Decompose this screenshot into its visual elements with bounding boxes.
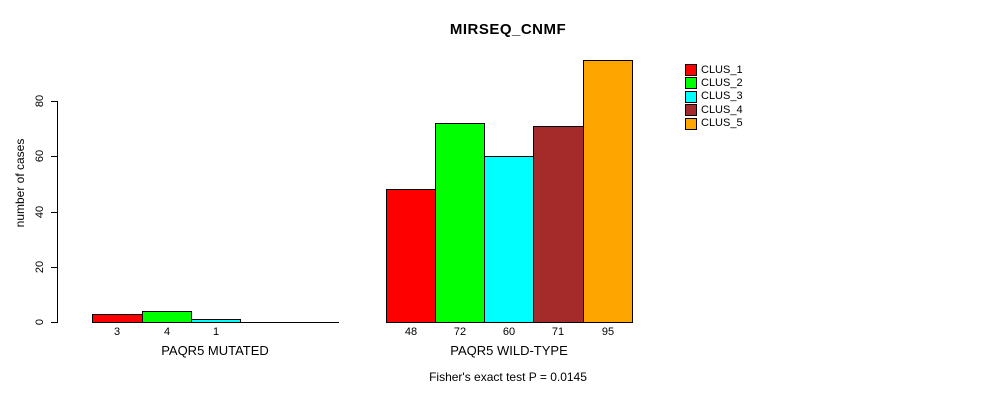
y-tick-label: 20: [34, 260, 46, 274]
y-tick-mark: [51, 267, 57, 268]
bar-value-label: 3: [113, 326, 121, 338]
bar-clus_3: [484, 156, 534, 323]
bar-value-label: 4: [163, 326, 171, 338]
bar-clus_2: [435, 123, 485, 323]
y-tick-mark: [51, 212, 57, 213]
bar-clus_1: [386, 189, 436, 323]
legend-swatch-clus_1: [685, 64, 697, 76]
y-tick-label: 60: [34, 149, 46, 163]
x-group-label: PAQR5 WILD-TYPE: [450, 343, 568, 358]
bar-clus_5: [583, 60, 633, 323]
legend-label: CLUS_5: [701, 117, 743, 129]
y-axis-label: number of cases: [13, 138, 27, 228]
legend-label: CLUS_3: [701, 90, 743, 102]
legend-swatch-clus_2: [685, 77, 697, 89]
bar-value-label: 71: [551, 326, 565, 338]
bar-value-label: 60: [502, 326, 516, 338]
legend-label: CLUS_1: [701, 64, 743, 76]
y-tick-mark: [51, 101, 57, 102]
x-group-label: PAQR5 MUTATED: [161, 343, 269, 358]
bar-value-label: 48: [404, 326, 418, 338]
legend-swatch-clus_5: [685, 118, 697, 130]
bar-clus_2: [142, 311, 192, 323]
legend-label: CLUS_2: [701, 77, 743, 89]
bar-clus_3: [191, 319, 241, 323]
bar-value-label: 95: [601, 326, 615, 338]
bar-value-label: 72: [453, 326, 467, 338]
legend-swatch-clus_4: [685, 104, 697, 116]
bar-clus_4: [533, 126, 584, 323]
legend-label: CLUS_4: [701, 104, 743, 116]
footnote-pvalue: Fisher's exact test P = 0.0145: [429, 370, 587, 384]
y-tick-label: 40: [34, 205, 46, 219]
y-axis-line: [57, 101, 58, 323]
y-tick-label: 80: [34, 94, 46, 108]
chart-title: MIRSEQ_CNMF: [449, 21, 567, 38]
bar-value-label: 1: [212, 326, 220, 338]
y-tick-mark: [51, 322, 57, 323]
y-tick-label: 0: [34, 318, 46, 326]
y-tick-mark: [51, 156, 57, 157]
legend-swatch-clus_3: [685, 91, 697, 103]
bar-clus_1: [92, 314, 143, 323]
